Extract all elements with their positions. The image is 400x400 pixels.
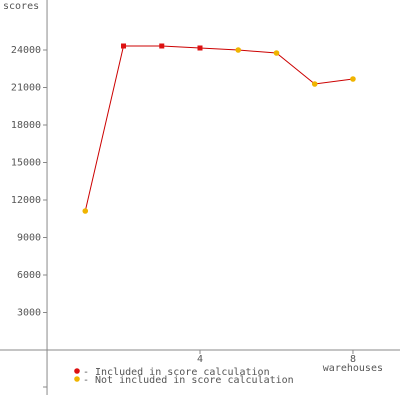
point (82, 208, 89, 214)
legend-marker (74, 368, 80, 374)
legend-dash: - (83, 375, 89, 386)
point (311, 81, 318, 87)
y-tick-label: 24000 (11, 45, 41, 56)
point (273, 50, 280, 56)
x-axis-label: warehouses (323, 363, 383, 374)
legend-label: Not included in score calculation (95, 375, 294, 386)
legend-marker (74, 376, 80, 382)
point (159, 43, 165, 49)
point (197, 45, 203, 51)
y-tick-label: 3000 (17, 308, 41, 319)
y-tick-label: 12000 (11, 195, 41, 206)
point (350, 76, 356, 82)
y-tick-label: 21000 (11, 83, 41, 94)
y-tick-label: 6000 (17, 270, 41, 281)
legend-dash: - (83, 367, 89, 378)
x-tick-label: 8 (350, 354, 356, 365)
y-tick-label: 18000 (11, 120, 41, 131)
y-axis-label: scores (3, 1, 39, 12)
y-tick-label: 15000 (11, 158, 41, 169)
x-tick-label: 4 (197, 354, 203, 365)
y-tick-label: 9000 (17, 233, 41, 244)
score-line (84, 45, 354, 212)
legend-label: Included in score calculation (95, 367, 270, 378)
point (121, 43, 127, 49)
point (235, 47, 242, 53)
